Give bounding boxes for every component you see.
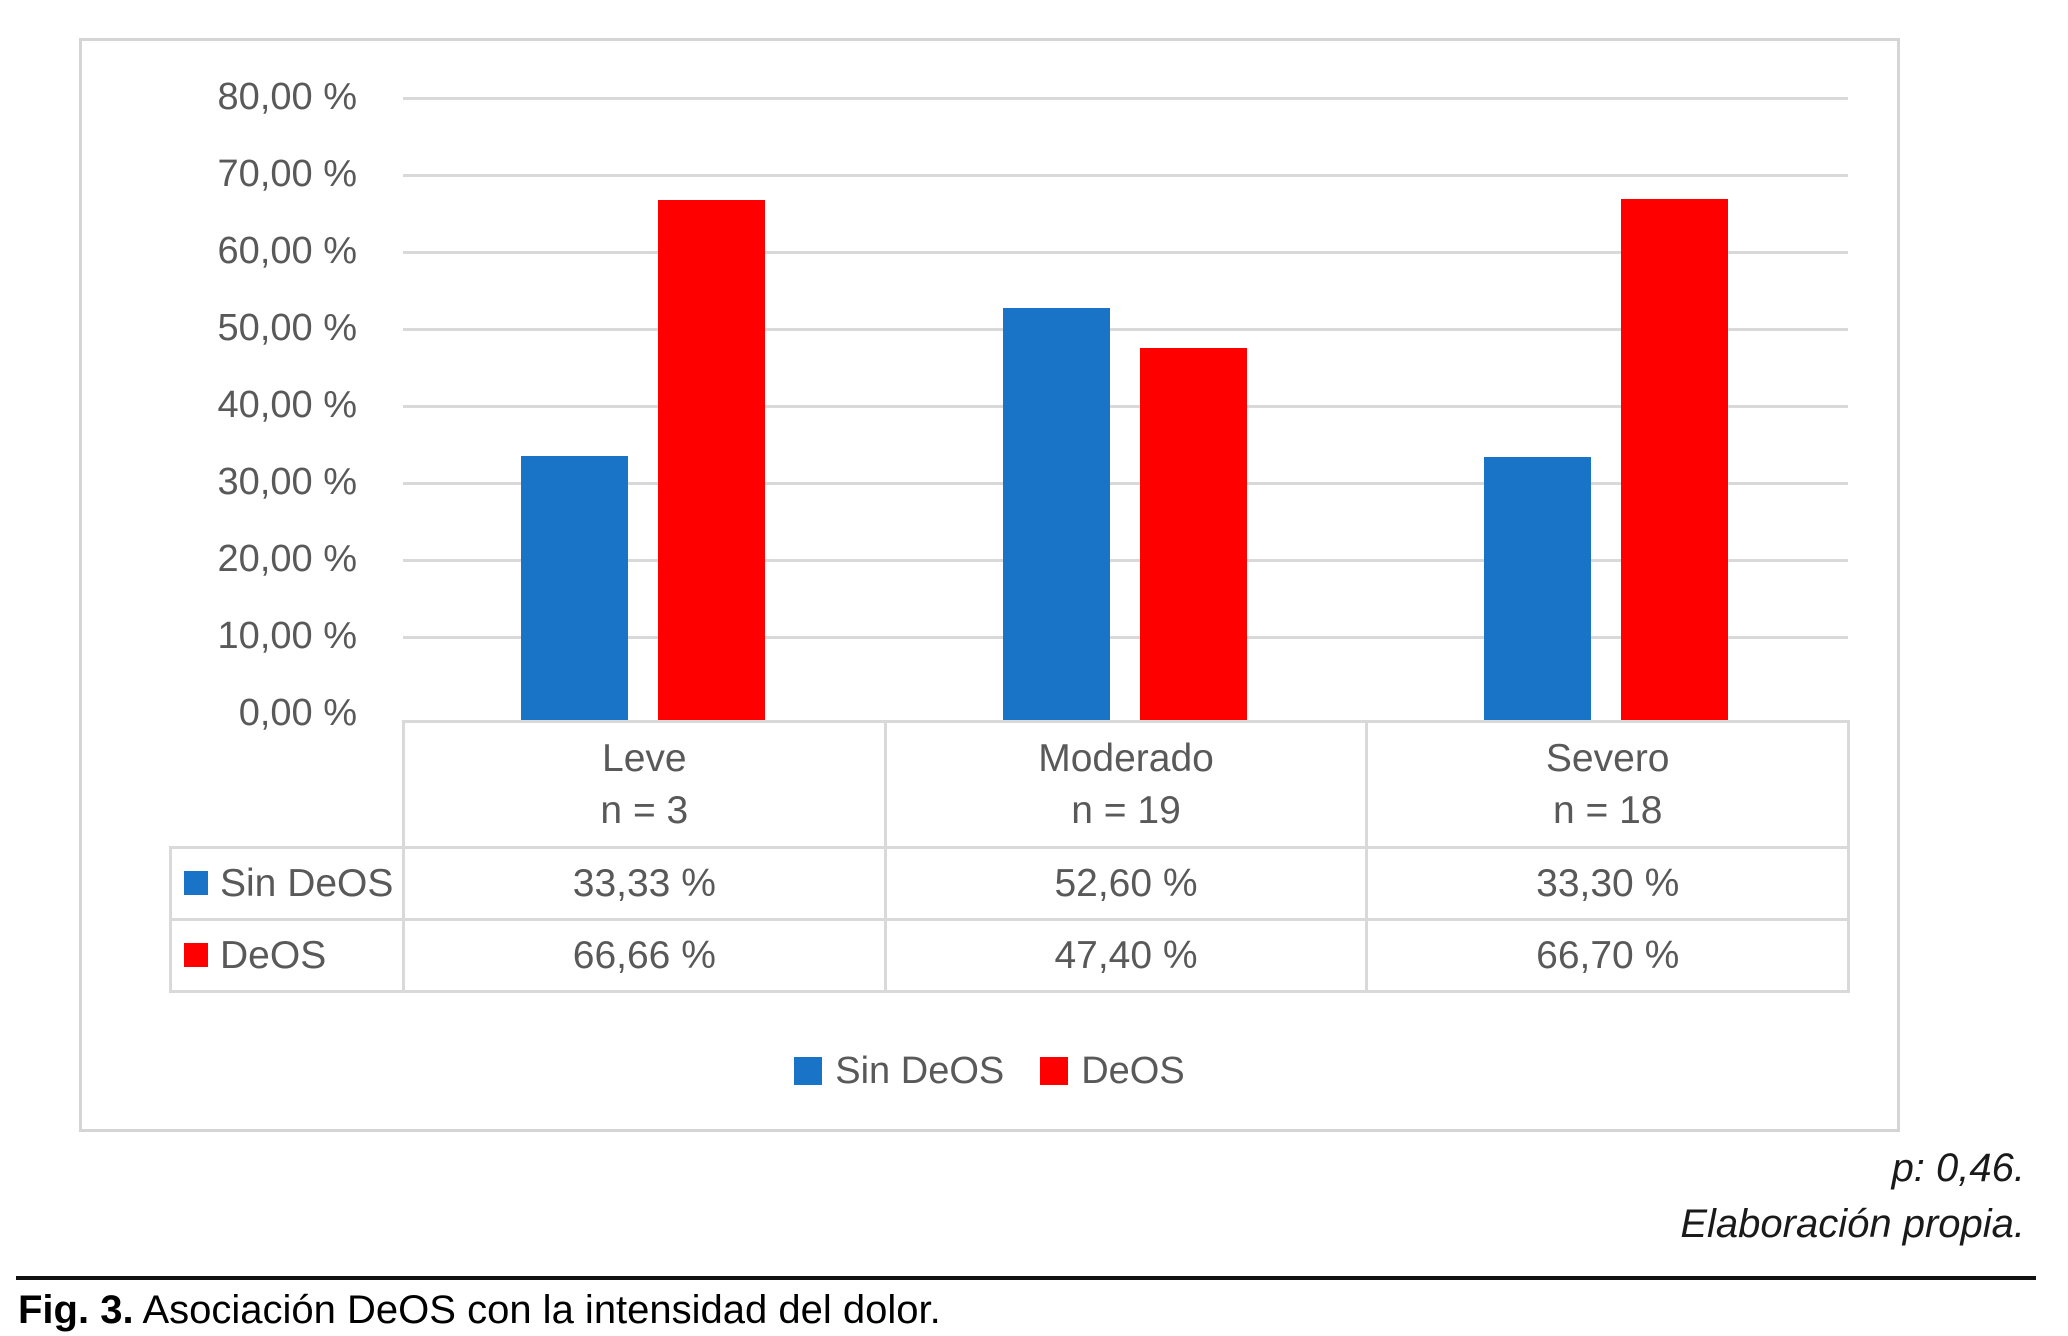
gridline <box>403 636 1848 639</box>
y-axis-tick-label: 70,00 % <box>217 153 357 195</box>
legend-item: DeOS <box>1040 1049 1185 1093</box>
bar-deos-leve <box>658 199 765 720</box>
figure-caption-text: Asociación DeOS con la intensidad del do… <box>133 1288 941 1332</box>
legend-label: Sin DeOS <box>835 1049 1005 1092</box>
table-value-cell: 47,40 % <box>883 918 1369 993</box>
table-row-label: DeOS <box>169 918 405 993</box>
category-count: n = 3 <box>600 788 689 832</box>
p-value-note: p: 0,46. <box>1891 1146 2025 1190</box>
chart-frame: 80,00 % 70,00 % 60,00 % 50,00 % 40,00 % 30,00… <box>79 38 1900 1132</box>
legend-label: DeOS <box>1081 1049 1185 1092</box>
source-note: Elaboración propia. <box>1680 1202 2025 1246</box>
series-swatch-icon <box>184 943 208 968</box>
gridline <box>403 97 1848 100</box>
gridline <box>403 559 1848 562</box>
table-row: Sin DeOS 33,33 % 52,60 % 33,30 % <box>169 846 1851 921</box>
y-axis-tick-label: 0,00 % <box>238 692 357 734</box>
legend-item: Sin DeOS <box>794 1050 1004 1093</box>
table-value-cell: 52,60 % <box>883 846 1369 921</box>
gridline <box>403 251 1848 254</box>
table-header-cell: Severo n = 18 <box>1365 720 1851 849</box>
category-name: Leve <box>602 736 687 780</box>
category-name: Moderado <box>1038 736 1214 780</box>
table-header-cell: Leve n = 3 <box>402 720 887 849</box>
y-axis-tick-label: 60,00 % <box>217 230 357 272</box>
legend: Sin DeOS DeOS <box>82 1049 1897 1093</box>
table-value-cell: 66,66 % <box>402 918 887 993</box>
category-name: Severo <box>1545 736 1670 780</box>
y-axis-tick-label: 40,00 % <box>217 384 357 426</box>
table-row-label: Sin DeOS <box>169 846 405 921</box>
bar-sin-deos-leve <box>521 456 628 720</box>
y-axis-tick-label: 30,00 % <box>217 461 357 503</box>
series-name: Sin DeOS <box>220 861 394 905</box>
bar-deos-severo <box>1621 199 1728 720</box>
table-row: DeOS 66,66 % 47,40 % 66,70 % <box>169 918 1851 993</box>
data-table: Leve n = 3 Moderado n = 19 Severo n = 18 Sin D… <box>169 720 1851 993</box>
figure-caption-label: Fig. 3. <box>18 1288 134 1332</box>
legend-swatch-icon <box>794 1057 823 1085</box>
category-count: n = 19 <box>1071 788 1181 832</box>
category-count: n = 18 <box>1552 788 1663 832</box>
table-header-cell: Moderado n = 19 <box>883 720 1369 849</box>
y-axis-tick-label: 50,00 % <box>217 307 357 349</box>
table-value-cell: 66,70 % <box>1365 918 1851 993</box>
figure-caption: Fig. 3. Asociación DeOS con la intensida… <box>18 1288 941 1333</box>
legend-swatch-icon <box>1040 1057 1069 1085</box>
table-value-cell: 33,33 % <box>402 846 887 921</box>
gridline <box>403 174 1848 177</box>
table-corner-cell <box>171 722 404 848</box>
y-axis-tick-label: 10,00 % <box>217 615 357 657</box>
caption-rule <box>16 1276 2036 1280</box>
bar-sin-deos-severo <box>1484 456 1591 720</box>
gridline <box>403 482 1848 485</box>
series-swatch-icon <box>184 871 208 896</box>
y-axis-tick-label: 80,00 % <box>217 76 357 118</box>
table-value-cell: 33,30 % <box>1365 846 1851 921</box>
y-axis-tick-label: 20,00 % <box>217 538 357 580</box>
gridline <box>403 405 1848 408</box>
bar-sin-deos-moderado <box>1002 307 1110 720</box>
gridline <box>403 328 1848 331</box>
series-name: DeOS <box>220 933 327 977</box>
bar-deos-moderado <box>1139 348 1247 720</box>
